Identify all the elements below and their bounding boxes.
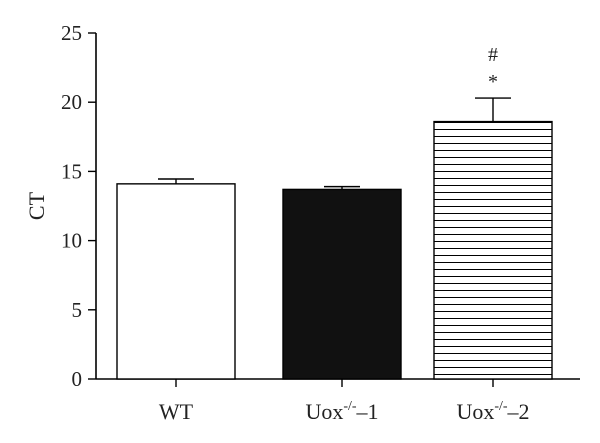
y-tick-label: 0 — [72, 367, 83, 391]
significance-mark: # — [488, 44, 498, 66]
bar — [433, 120, 553, 380]
x-tick-label: WT — [159, 399, 194, 424]
x-axis: WT Uox-/-–1 Uox-/-–2 — [96, 378, 580, 424]
x-tick-label: Uox-/-–1 — [305, 399, 378, 424]
significance-mark: * — [488, 71, 498, 93]
y-axis: 0 5 10 15 20 25 — [61, 21, 97, 391]
x-tick-label: Uox-/-–2 — [456, 399, 529, 424]
bar — [116, 183, 236, 380]
y-tick-label: 25 — [61, 21, 82, 45]
bar — [282, 188, 402, 380]
y-tick-label: 5 — [72, 298, 83, 322]
y-tick-label: 10 — [61, 229, 82, 253]
bars: #* — [116, 44, 553, 380]
y-tick-label: 20 — [61, 90, 82, 114]
y-tick-label: 15 — [61, 159, 82, 183]
y-axis-title: CT — [24, 191, 49, 220]
